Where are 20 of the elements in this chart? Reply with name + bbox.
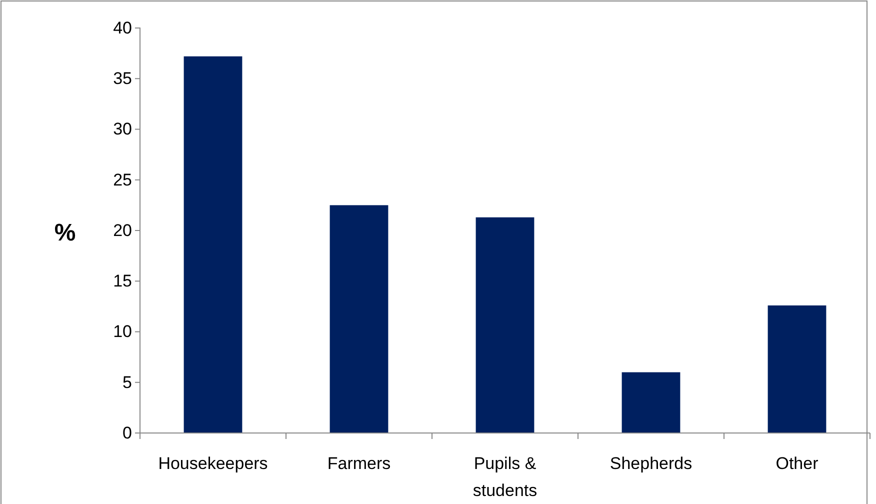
y-axis-title: % — [54, 220, 76, 246]
x-tick-label: Housekeepers — [158, 454, 268, 473]
y-tick-label: 0 — [122, 423, 132, 442]
bar — [622, 372, 680, 433]
y-tick-label: 25 — [113, 170, 132, 190]
y-tick-label: 35 — [113, 69, 132, 88]
y-tick-label: 20 — [113, 220, 132, 240]
bar — [476, 217, 534, 433]
bar — [768, 305, 826, 433]
y-tick-label: 40 — [113, 18, 132, 38]
bar — [184, 56, 242, 433]
y-tick-label: 10 — [113, 322, 132, 342]
y-tick-label: 5 — [122, 372, 132, 392]
x-tick-label: Shepherds — [610, 454, 692, 473]
y-tick-label: 15 — [113, 272, 132, 291]
x-tick-label: Farmers — [327, 454, 391, 473]
x-tick-label: Pupils & students — [472, 454, 538, 500]
x-tick-label: Other — [776, 454, 819, 473]
y-tick-label: 30 — [113, 120, 132, 139]
bar — [330, 205, 388, 433]
